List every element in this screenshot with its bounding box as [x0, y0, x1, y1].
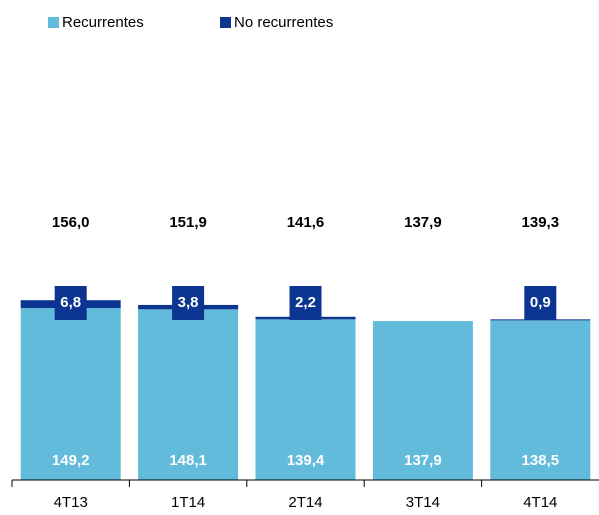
- total-label: 151,9: [169, 214, 207, 231]
- legend-swatch: [48, 17, 59, 28]
- total-label: 141,6: [287, 214, 325, 231]
- value-label-box: [54, 286, 87, 320]
- value-label: 148,1: [169, 452, 207, 469]
- bar-segment: [255, 319, 356, 480]
- bar-segment: [20, 308, 121, 480]
- x-tick-label: 2T14: [288, 494, 322, 511]
- bar-segment: [490, 320, 591, 480]
- value-label: 6,8: [60, 294, 81, 311]
- value-label: 2,2: [295, 294, 316, 311]
- value-label: 0,9: [530, 294, 551, 311]
- value-label-box: [289, 286, 322, 320]
- total-label: 139,3: [522, 214, 560, 231]
- value-label: 3,8: [178, 294, 199, 311]
- value-label-box: [524, 286, 557, 320]
- legend-swatch: [220, 17, 231, 28]
- total-label: 156,0: [52, 214, 90, 231]
- legend-label: No recurrentes: [234, 14, 333, 31]
- bar-segment: [138, 309, 239, 480]
- x-tick-label: 1T14: [171, 494, 205, 511]
- legend-label: Recurrentes: [62, 14, 144, 31]
- value-label: 149,2: [52, 452, 90, 469]
- value-label-box: [172, 286, 205, 320]
- x-tick-label: 3T14: [406, 494, 440, 511]
- total-label: 137,9: [404, 214, 442, 231]
- value-label: 139,4: [287, 452, 325, 469]
- value-label: 138,5: [522, 452, 560, 469]
- bar-segment: [372, 321, 473, 480]
- value-label: 137,9: [404, 452, 442, 469]
- x-tick-label: 4T14: [523, 494, 557, 511]
- x-tick-label: 4T13: [54, 494, 88, 511]
